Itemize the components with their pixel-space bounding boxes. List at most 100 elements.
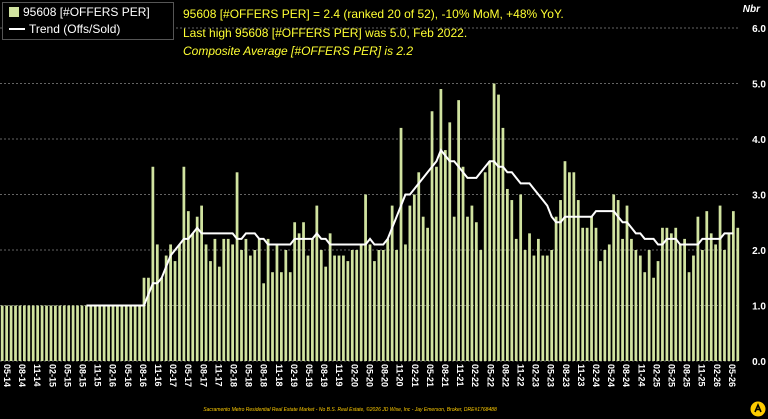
bar — [377, 250, 381, 361]
bar — [731, 211, 735, 361]
x-tick-label: 05-18 — [244, 364, 254, 387]
bar — [510, 200, 514, 361]
bar — [709, 233, 713, 361]
line-swatch-icon — [9, 28, 25, 30]
bar — [226, 238, 230, 361]
bar — [532, 255, 536, 361]
x-tick-label: 08-22 — [500, 364, 510, 387]
bar — [346, 261, 350, 361]
x-tick-label: 08-19 — [319, 364, 329, 387]
bar — [669, 233, 673, 361]
bar — [576, 200, 580, 361]
bar — [421, 216, 425, 361]
legend-trend-label: Trend (Offs/Sold) — [29, 22, 121, 36]
bar — [111, 305, 115, 361]
bar — [572, 172, 576, 361]
bar — [457, 100, 460, 362]
bar — [129, 305, 133, 361]
bar — [67, 305, 71, 361]
bar — [302, 222, 305, 361]
bar — [257, 238, 261, 361]
bar — [173, 261, 177, 361]
logo-icon — [750, 401, 766, 417]
bar — [661, 227, 664, 361]
bar — [612, 194, 616, 361]
x-tick-label: 11-15 — [93, 364, 103, 387]
bar — [523, 250, 527, 361]
bar — [368, 244, 372, 361]
x-tick-label: 02-20 — [349, 364, 359, 387]
bar — [643, 272, 647, 361]
x-tick-label: 08-15 — [78, 364, 88, 387]
bar — [315, 205, 319, 361]
y-tick-label: 2.0 — [752, 246, 766, 257]
bar — [554, 216, 558, 361]
x-tick-label: 02-21 — [410, 364, 420, 387]
bar — [93, 305, 97, 361]
bar — [461, 166, 465, 361]
bar — [98, 305, 102, 361]
bar — [395, 250, 398, 361]
x-tick-label: 02-23 — [531, 364, 541, 387]
x-tick-label: 02-25 — [651, 364, 661, 387]
bar — [665, 227, 669, 361]
bar — [266, 238, 270, 361]
bar — [386, 238, 390, 361]
x-tick-label: 08-20 — [380, 364, 390, 387]
x-tick-label: 11-20 — [395, 364, 405, 387]
bar — [474, 222, 478, 361]
bar — [142, 277, 146, 361]
bar — [683, 238, 686, 361]
bar — [630, 238, 633, 361]
bar — [652, 277, 655, 361]
bar — [656, 261, 660, 361]
x-tick-label: 05-17 — [183, 364, 193, 387]
bar — [736, 227, 740, 361]
y-tick-label: 1.0 — [752, 302, 766, 313]
y-axis-tick-labels: 0.0 1.0 2.0 3.0 4.0 5.0 6.0 — [752, 24, 766, 368]
y-unit-label: Nbr — [742, 4, 760, 15]
x-tick-label: 05-26 — [727, 364, 737, 387]
x-tick-label: 08-17 — [198, 364, 208, 387]
bar-series — [0, 83, 740, 362]
x-tick-label: 05-22 — [485, 364, 495, 387]
bar — [71, 305, 75, 361]
x-tick-label: 08-23 — [561, 364, 571, 387]
bar — [692, 255, 695, 361]
bar — [49, 305, 53, 361]
bar — [89, 305, 93, 361]
bar — [439, 89, 443, 362]
x-tick-label: 11-22 — [515, 364, 525, 387]
x-tick-label: 05-24 — [606, 364, 616, 387]
bar — [350, 250, 354, 361]
bar — [337, 255, 341, 361]
bar — [9, 305, 13, 361]
bar — [373, 261, 376, 361]
bar — [306, 255, 310, 361]
bar — [0, 305, 4, 361]
bar — [271, 272, 274, 361]
bar — [85, 305, 88, 361]
bar — [80, 305, 84, 361]
bar — [222, 238, 226, 361]
bar — [297, 233, 301, 361]
bar — [319, 250, 323, 361]
bar — [603, 250, 607, 361]
bar — [696, 216, 700, 361]
bar — [519, 194, 523, 361]
bar — [581, 227, 585, 361]
bar — [342, 255, 345, 361]
y-tick-label: 0.0 — [752, 357, 766, 368]
x-tick-label: 05-23 — [546, 364, 556, 387]
bar — [528, 233, 531, 361]
bar — [399, 127, 403, 362]
x-tick-label: 02-24 — [591, 364, 601, 387]
bar — [492, 83, 496, 361]
bar — [293, 222, 297, 361]
trend-line — [86, 148, 734, 307]
bar — [14, 305, 17, 361]
bar — [120, 305, 124, 361]
bar — [700, 250, 704, 361]
bar — [58, 305, 62, 361]
bar — [381, 250, 385, 361]
